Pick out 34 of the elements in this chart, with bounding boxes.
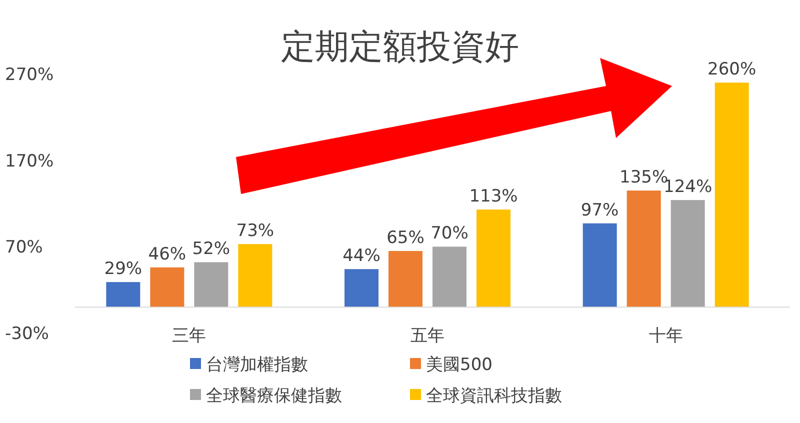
data-label: 52% — [192, 239, 230, 260]
y-tick-label: 170% — [5, 151, 54, 172]
data-label: 260% — [708, 60, 756, 80]
bar — [582, 223, 617, 308]
x-tick-label: 五年 — [410, 326, 444, 346]
data-label: 70% — [430, 224, 468, 244]
bar — [432, 246, 466, 308]
data-label: 46% — [148, 244, 186, 264]
legend-label: 全球醫療保健指數 — [206, 386, 342, 406]
bar — [714, 82, 749, 308]
y-tick-label: 70% — [5, 238, 43, 258]
legend-label: 美國500 — [426, 355, 492, 375]
bar — [626, 190, 661, 308]
y-tick-label: 270% — [5, 65, 54, 85]
bar — [388, 250, 422, 308]
y-tick-label: -30% — [5, 324, 49, 344]
data-label: 113% — [469, 186, 518, 207]
data-label: 73% — [236, 221, 274, 242]
bar — [476, 210, 510, 308]
legend-label: 台灣加權指數 — [206, 355, 308, 375]
data-label: 97% — [580, 200, 619, 220]
bar — [670, 200, 705, 308]
data-label: 65% — [386, 228, 424, 248]
legend-label: 全球資訊科技指數 — [426, 386, 562, 406]
chart-title: 定期定額投資好 — [281, 27, 519, 67]
bar — [106, 282, 140, 308]
bar — [194, 262, 228, 308]
x-tick-label: 十年 — [648, 326, 683, 346]
bar — [344, 269, 378, 308]
bar — [150, 267, 184, 308]
bar — [238, 244, 272, 308]
data-label: 29% — [104, 259, 142, 280]
data-label: 44% — [342, 246, 380, 266]
x-tick-label: 三年 — [172, 326, 206, 346]
